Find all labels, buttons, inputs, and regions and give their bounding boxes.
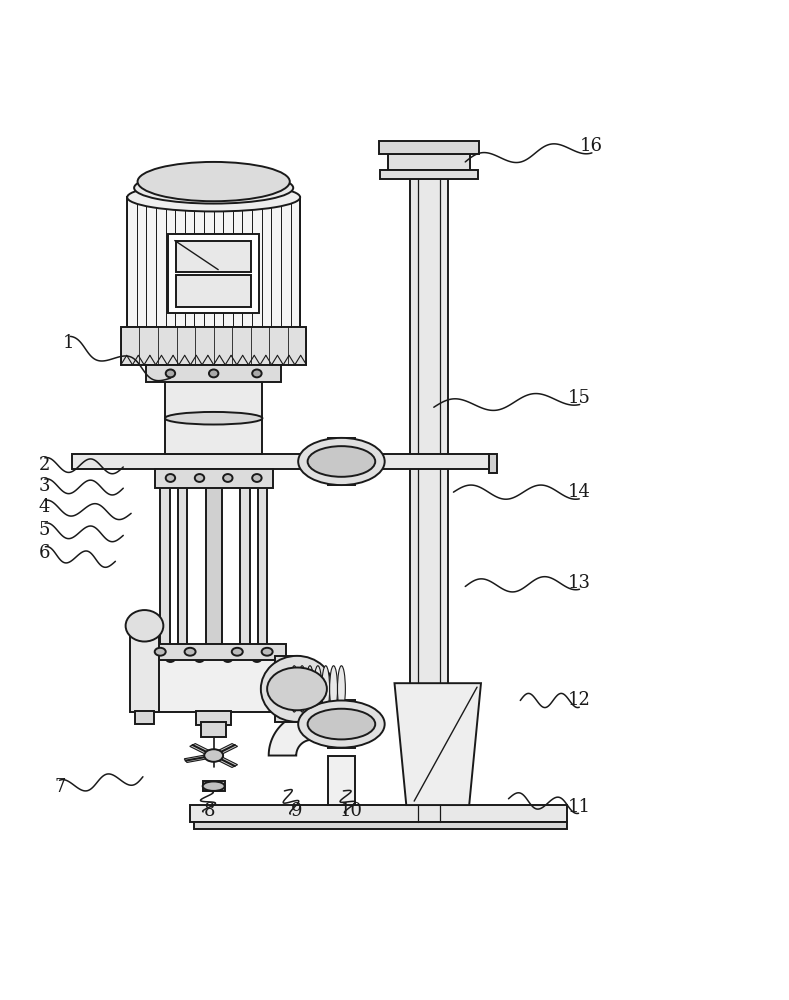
Bar (308, 664, 312, 714)
Text: 15: 15 (568, 389, 591, 407)
Ellipse shape (166, 474, 175, 482)
Text: 16: 16 (580, 137, 603, 155)
Ellipse shape (195, 474, 204, 482)
Bar (380, 170, 478, 179)
Polygon shape (185, 754, 215, 762)
Bar (155, 649, 273, 667)
Ellipse shape (155, 648, 166, 656)
Ellipse shape (165, 412, 263, 425)
Ellipse shape (223, 654, 233, 662)
Ellipse shape (252, 654, 262, 662)
Ellipse shape (195, 654, 204, 662)
Ellipse shape (137, 162, 290, 201)
Text: 9: 9 (290, 802, 302, 820)
Text: 7: 7 (54, 778, 66, 796)
Bar (489, 454, 497, 473)
Ellipse shape (127, 183, 300, 211)
Bar (165, 382, 263, 454)
Bar (203, 781, 225, 791)
Text: 11: 11 (568, 798, 591, 816)
Polygon shape (394, 683, 481, 805)
Ellipse shape (308, 709, 376, 739)
Bar (206, 469, 222, 649)
Bar (178, 469, 187, 649)
Ellipse shape (185, 648, 196, 656)
Ellipse shape (308, 446, 376, 477)
Bar (190, 805, 567, 822)
Bar (135, 711, 154, 724)
Text: 8: 8 (204, 802, 215, 820)
Text: 14: 14 (568, 483, 591, 501)
Bar (176, 275, 251, 307)
Bar (155, 469, 273, 488)
Text: 3: 3 (39, 477, 50, 495)
Ellipse shape (261, 656, 333, 722)
Ellipse shape (314, 666, 322, 712)
Bar (327, 700, 355, 748)
Ellipse shape (298, 666, 306, 712)
Bar (72, 454, 489, 469)
Ellipse shape (209, 369, 219, 377)
Bar (327, 438, 355, 485)
Bar (388, 154, 470, 170)
Bar (141, 644, 286, 660)
Polygon shape (211, 744, 237, 757)
Ellipse shape (290, 666, 298, 712)
Bar (176, 241, 251, 272)
Text: 2: 2 (39, 456, 50, 474)
Ellipse shape (338, 666, 346, 712)
Ellipse shape (134, 172, 294, 204)
Bar (146, 365, 281, 382)
Ellipse shape (125, 610, 163, 642)
Text: 1: 1 (62, 334, 74, 352)
Ellipse shape (252, 369, 262, 377)
Bar (127, 197, 300, 327)
Bar (130, 626, 159, 712)
Bar (121, 327, 306, 365)
Ellipse shape (306, 666, 314, 712)
Ellipse shape (252, 474, 262, 482)
Bar (169, 234, 259, 313)
Polygon shape (190, 744, 216, 757)
Bar (410, 170, 448, 822)
Bar (160, 469, 170, 649)
Ellipse shape (203, 781, 225, 791)
Bar (151, 645, 277, 712)
Polygon shape (211, 754, 237, 767)
Text: 10: 10 (340, 802, 363, 820)
Ellipse shape (232, 648, 243, 656)
Ellipse shape (262, 648, 273, 656)
Ellipse shape (166, 654, 175, 662)
Ellipse shape (322, 666, 330, 712)
Bar (258, 469, 267, 649)
Bar (201, 722, 226, 737)
Ellipse shape (330, 666, 338, 712)
Polygon shape (269, 712, 312, 756)
Bar (275, 656, 297, 722)
Text: 12: 12 (568, 691, 591, 709)
Ellipse shape (223, 474, 233, 482)
Ellipse shape (298, 438, 385, 485)
Ellipse shape (298, 700, 385, 748)
Text: 4: 4 (39, 498, 50, 516)
Bar (327, 756, 355, 805)
Text: 5: 5 (39, 521, 50, 539)
Ellipse shape (204, 749, 223, 762)
Text: 13: 13 (568, 574, 591, 592)
Bar (196, 711, 231, 725)
Text: 6: 6 (39, 544, 50, 562)
Bar (379, 141, 480, 154)
Ellipse shape (166, 369, 175, 377)
Bar (241, 469, 250, 649)
Ellipse shape (267, 668, 327, 710)
Bar (194, 822, 567, 829)
